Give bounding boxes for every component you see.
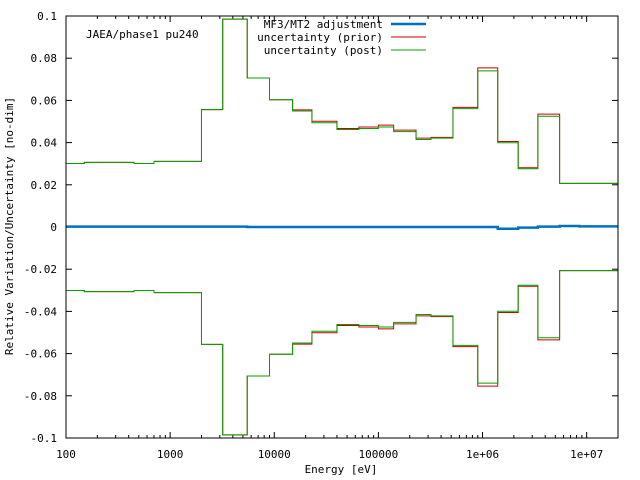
x-tick-label: 1e+06 [466, 448, 499, 461]
x-axis-label: Energy [eV] [305, 463, 378, 476]
series-layer [66, 18, 618, 436]
y-axis-label: Relative Variation/Uncertainty [no-dim] [3, 97, 16, 355]
legend-label-post: uncertainty (post) [264, 44, 383, 57]
y-tick-label: 0.08 [31, 52, 58, 65]
legend: MF3/MT2 adjustment uncertainty (prior) u… [257, 18, 426, 57]
y-tick-label: -0.1 [31, 432, 58, 445]
chart-annotation: JAEA/phase1 pu240 [86, 28, 199, 41]
y-tick-label: -0.02 [24, 263, 57, 276]
y-tick-label: 0.04 [31, 137, 58, 150]
y-tick-label: -0.04 [24, 305, 57, 318]
x-tick-label: 100000 [359, 448, 399, 461]
series-mf3-mt2-adjustment [66, 224, 618, 230]
y-tick-label: -0.08 [24, 390, 57, 403]
legend-label-adjustment: MF3/MT2 adjustment [264, 18, 383, 31]
y-tick-label: 0.1 [37, 10, 57, 23]
plot-frame [65, 15, 619, 439]
series-uncertainty-post-lower [66, 270, 618, 436]
x-tick-label: 1000 [157, 448, 184, 461]
legend-label-prior: uncertainty (prior) [257, 31, 383, 44]
y-tick-label: 0.06 [31, 94, 58, 107]
tick-labels: 0.1 0.08 0.06 0.04 0.02 0 -0.02 -0.04 -0.06 -0.08… [24, 10, 603, 461]
y-tick-label: -0.06 [24, 348, 57, 361]
x-tick-label: 10000 [258, 448, 291, 461]
x-tick-label: 100 [56, 448, 76, 461]
y-tick-label: 0 [50, 221, 57, 234]
x-tick-label: 1e+07 [570, 448, 603, 461]
y-tick-label: 0.02 [31, 179, 58, 192]
series-uncertainty-post-upper [66, 18, 618, 184]
